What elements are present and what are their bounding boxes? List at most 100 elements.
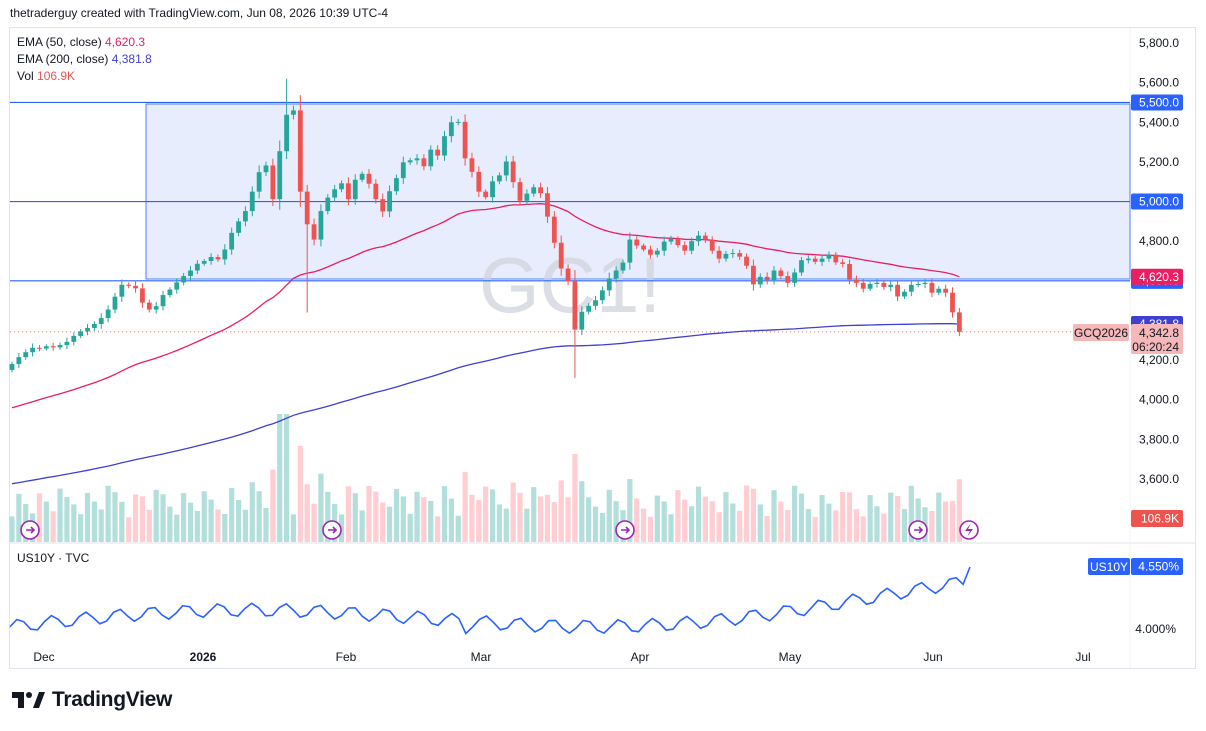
- level-price-badge[interactable]: [1131, 94, 1183, 111]
- candle-body[interactable]: [675, 238, 681, 246]
- us10y-value-badge[interactable]: [1131, 558, 1183, 575]
- candle-body[interactable]: [558, 242, 564, 269]
- candle-body[interactable]: [270, 165, 276, 200]
- candle-body[interactable]: [682, 245, 688, 251]
- candle-body[interactable]: [819, 258, 825, 262]
- candle-body[interactable]: [867, 283, 873, 289]
- volume-badge[interactable]: [1131, 510, 1183, 527]
- candle-body[interactable]: [538, 187, 544, 194]
- candle-body[interactable]: [133, 285, 138, 289]
- candle-body[interactable]: [345, 183, 351, 200]
- ema50-line[interactable]: [11, 203, 960, 409]
- candle-body[interactable]: [915, 283, 921, 285]
- candle-body[interactable]: [153, 306, 159, 310]
- candle-body[interactable]: [847, 263, 852, 280]
- candle-body[interactable]: [757, 276, 763, 285]
- candle-body[interactable]: [249, 191, 255, 212]
- candle-body[interactable]: [428, 149, 434, 167]
- candle-body[interactable]: [188, 270, 193, 277]
- candle-body[interactable]: [943, 288, 949, 293]
- candle-body[interactable]: [462, 121, 468, 159]
- candle-body[interactable]: [744, 256, 749, 266]
- candle-body[interactable]: [551, 216, 557, 243]
- last-price-badge[interactable]: [1131, 324, 1183, 354]
- candle-body[interactable]: [243, 211, 248, 222]
- candle-body[interactable]: [311, 224, 317, 240]
- candle-body[interactable]: [30, 347, 35, 353]
- candle-body[interactable]: [140, 288, 145, 303]
- candle-body[interactable]: [579, 311, 585, 330]
- level-price-badge[interactable]: [1131, 193, 1183, 210]
- candle-body[interactable]: [435, 149, 441, 156]
- candle-body[interactable]: [64, 341, 70, 346]
- candle-body[interactable]: [634, 239, 640, 246]
- candle-body[interactable]: [57, 345, 63, 348]
- candle-body[interactable]: [599, 290, 605, 301]
- candle-body[interactable]: [400, 162, 406, 179]
- candle-body[interactable]: [723, 253, 729, 259]
- candle-body[interactable]: [167, 289, 173, 296]
- candle-body[interactable]: [297, 110, 303, 192]
- candle-body[interactable]: [37, 347, 42, 349]
- candle-body[interactable]: [9, 364, 15, 370]
- candle-body[interactable]: [771, 270, 777, 281]
- candle-body[interactable]: [716, 250, 722, 259]
- candle-body[interactable]: [112, 296, 118, 310]
- ema200-line[interactable]: [11, 322, 960, 485]
- candle-body[interactable]: [661, 241, 667, 251]
- chart-frame[interactable]: [9, 27, 1196, 669]
- candle-body[interactable]: [201, 261, 207, 264]
- candle-body[interactable]: [860, 282, 866, 289]
- candle-body[interactable]: [785, 276, 791, 283]
- symbol-badge[interactable]: [1073, 324, 1129, 341]
- candle-body[interactable]: [565, 268, 571, 282]
- candle-body[interactable]: [812, 258, 818, 262]
- candle-body[interactable]: [641, 245, 646, 250]
- candle-body[interactable]: [881, 282, 887, 287]
- candle-body[interactable]: [545, 193, 550, 217]
- candle-body[interactable]: [517, 182, 523, 201]
- candle-body[interactable]: [380, 199, 386, 212]
- candle-body[interactable]: [627, 239, 633, 263]
- candle-body[interactable]: [256, 172, 262, 192]
- candle-body[interactable]: [696, 235, 701, 242]
- candle-body[interactable]: [764, 276, 770, 281]
- candle-body[interactable]: [442, 136, 447, 156]
- candle-body[interactable]: [950, 292, 955, 313]
- candle-body[interactable]: [291, 110, 296, 115]
- candle-body[interactable]: [805, 258, 811, 261]
- candle-body[interactable]: [792, 272, 798, 283]
- candle-body[interactable]: [229, 232, 235, 250]
- candle-body[interactable]: [194, 263, 200, 271]
- candle-body[interactable]: [853, 279, 859, 283]
- candle-body[interactable]: [43, 346, 49, 349]
- candle-body[interactable]: [702, 235, 708, 240]
- candle-body[interactable]: [222, 249, 228, 260]
- legend-ema50[interactable]: EMA (50, close) 4,620.3: [17, 35, 145, 49]
- candle-body[interactable]: [98, 318, 104, 325]
- candle-body[interactable]: [407, 160, 413, 163]
- candle-body[interactable]: [778, 270, 784, 277]
- candle-body[interactable]: [263, 165, 269, 173]
- candle-body[interactable]: [730, 253, 736, 255]
- candle-body[interactable]: [874, 282, 880, 284]
- candle-body[interactable]: [304, 191, 310, 225]
- candle-body[interactable]: [373, 183, 379, 200]
- candle-body[interactable]: [799, 260, 804, 273]
- legend-ema200[interactable]: EMA (200, close) 4,381.8: [17, 52, 152, 66]
- candle-body[interactable]: [146, 302, 152, 310]
- candle-body[interactable]: [236, 221, 241, 233]
- tradingview-logo[interactable]: TradingView: [12, 688, 172, 712]
- price-zone[interactable]: [145, 103, 1131, 280]
- candle-body[interactable]: [668, 238, 674, 242]
- candle-body[interactable]: [215, 257, 221, 260]
- candle-body[interactable]: [325, 197, 331, 212]
- candle-body[interactable]: [531, 187, 537, 194]
- candle-body[interactable]: [91, 324, 97, 328]
- candle-body[interactable]: [23, 352, 29, 358]
- candle-body[interactable]: [497, 175, 502, 182]
- candle-body[interactable]: [826, 254, 832, 259]
- candle-body[interactable]: [339, 183, 344, 190]
- candle-body[interactable]: [16, 357, 22, 365]
